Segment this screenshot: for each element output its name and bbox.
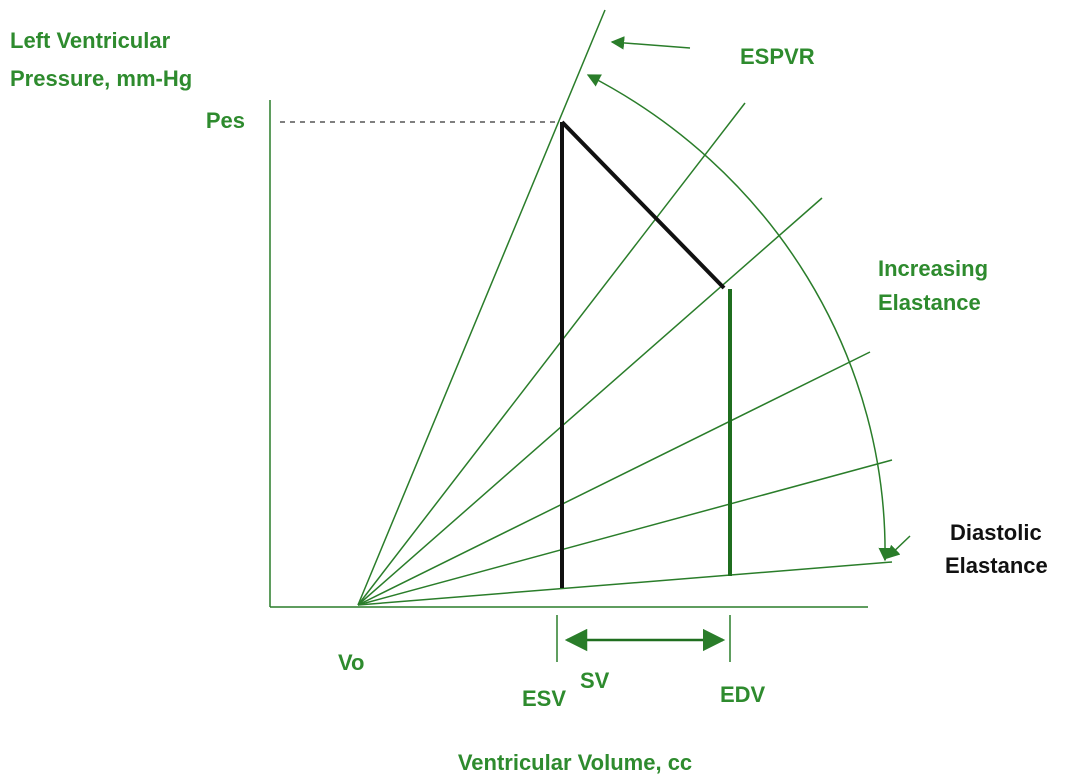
espvr-arrow <box>610 36 691 50</box>
diastolic-line <box>357 561 893 606</box>
esv-label: ESV <box>522 686 566 711</box>
y-axis-label: Pressure, mm-Hg <box>10 66 192 91</box>
ejection-line <box>560 120 726 290</box>
elastance-label: Elastance <box>878 290 981 315</box>
espvr-line <box>357 9 606 606</box>
increasing-label: Increasing <box>878 256 988 281</box>
x-axis-label: Ventricular Volume, cc <box>458 750 692 775</box>
pes-label: Pes <box>206 108 245 133</box>
sv-label: SV <box>580 668 610 693</box>
diastolic-elastance-label: Elastance <box>945 553 1048 578</box>
edv-label: EDV <box>720 682 766 707</box>
y-axis-label: Left Ventricular <box>10 28 171 53</box>
diastolic-label: Diastolic <box>950 520 1042 545</box>
espvr-label: ESPVR <box>740 44 815 69</box>
vo-label: Vo <box>338 650 364 675</box>
diastolic-arrow <box>886 535 911 559</box>
arc-arrow <box>586 74 892 562</box>
